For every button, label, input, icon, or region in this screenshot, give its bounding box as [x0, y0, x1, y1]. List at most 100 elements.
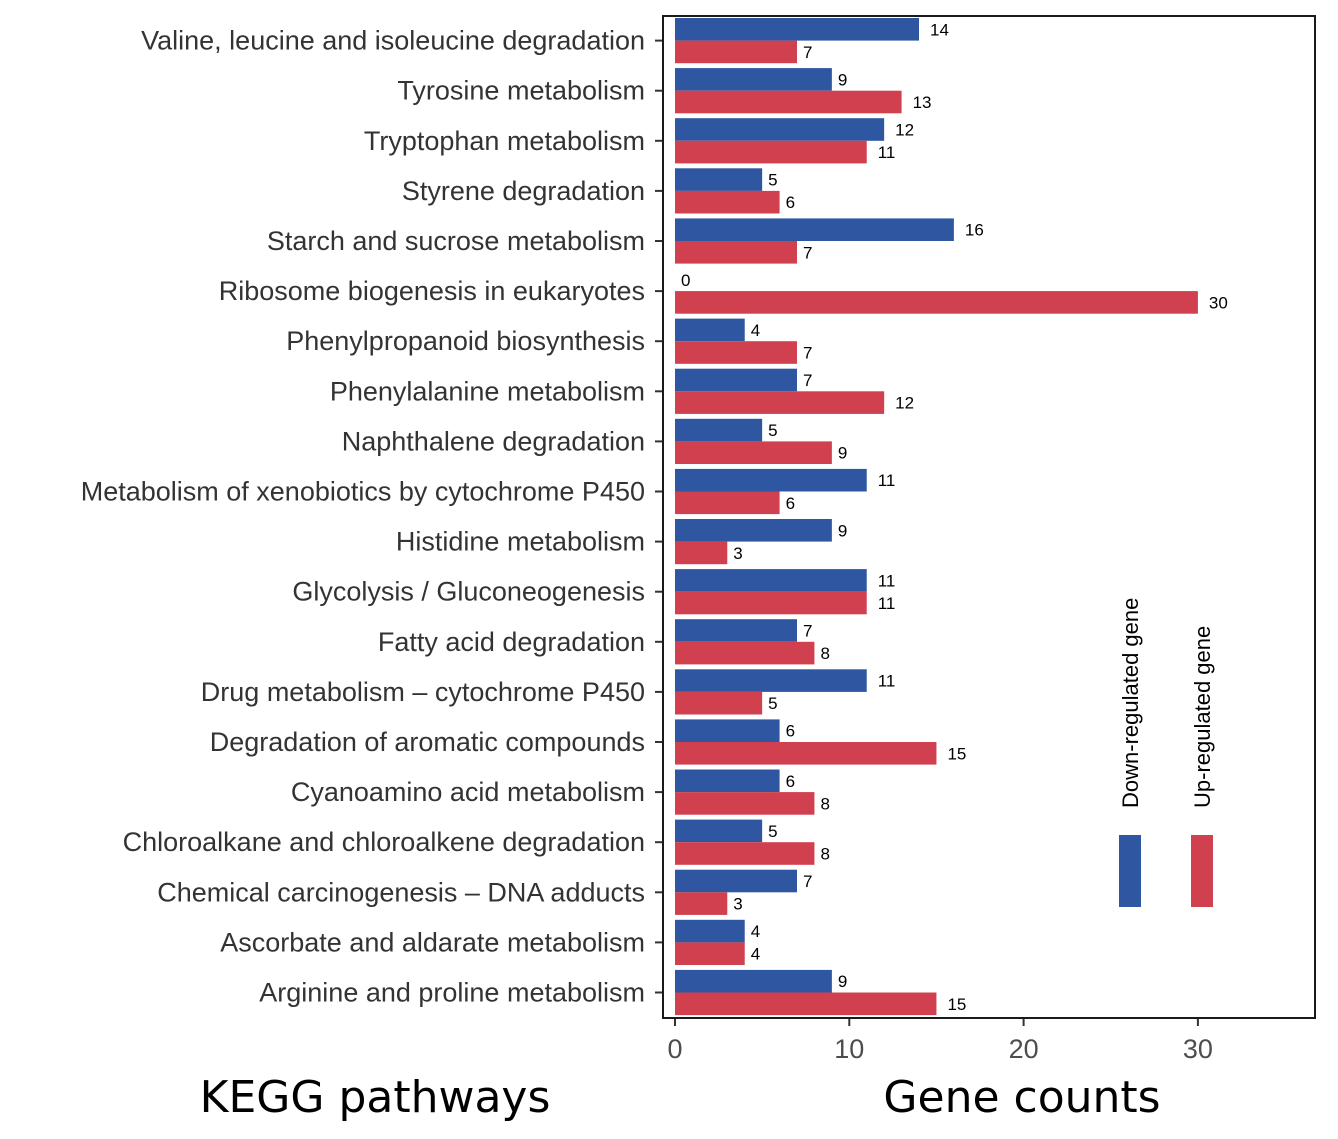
category-label: Fatty acid degradation [378, 627, 645, 657]
legend-key-down-regulated [1119, 835, 1141, 907]
category-label: Arginine and proline metabolism [259, 978, 645, 1008]
bar-down-regulated [675, 719, 780, 742]
bar-up-regulated [675, 341, 798, 364]
category-label: Tryptophan metabolism [364, 126, 645, 156]
category-label: Naphthalene degradation [342, 426, 645, 456]
bar-down-regulated [675, 168, 763, 191]
x-axis-title: Gene counts [883, 1072, 1160, 1123]
category-label: Cyanoamino acid metabolism [291, 777, 645, 807]
value-label-up: 15 [947, 995, 966, 1014]
bar-up-regulated [675, 892, 728, 915]
value-label-up: 7 [803, 243, 812, 262]
category-label: Starch and sucrose metabolism [267, 226, 645, 256]
bar-down-regulated [675, 569, 867, 592]
value-label-down: 4 [751, 922, 760, 941]
bar-up-regulated [675, 40, 798, 64]
value-label-up: 6 [786, 494, 795, 513]
bar-up-regulated [675, 441, 832, 464]
bar-up-regulated [675, 190, 780, 214]
legend-label-up-regulated: Up-regulated gene [1190, 626, 1215, 808]
category-labels: Valine, leucine and isoleucine degradati… [81, 26, 663, 1008]
value-label-up: 4 [751, 945, 760, 964]
bar-up-regulated [675, 541, 728, 565]
category-label: Ribosome biogenesis in eukaryotes [219, 276, 645, 306]
x-tick-label: 30 [1183, 1034, 1213, 1064]
value-label-down: 6 [786, 772, 795, 791]
value-label-up: 7 [803, 43, 812, 62]
bar-down-regulated [675, 68, 832, 91]
bar-up-regulated [675, 591, 867, 615]
bar-down-regulated [675, 118, 885, 141]
value-label-down: 9 [838, 70, 847, 89]
bar-up-regulated [675, 291, 1198, 314]
legend-label-down-regulated: Down-regulated gene [1118, 598, 1143, 808]
value-label-down: 7 [803, 872, 812, 891]
value-label-up: 3 [733, 544, 742, 563]
bar-up-regulated [675, 992, 937, 1016]
value-label-down: 9 [838, 521, 847, 540]
value-label-down: 12 [895, 121, 914, 140]
value-label-up: 9 [838, 444, 847, 463]
value-label-down: 6 [786, 722, 795, 741]
x-tick-label: 20 [1009, 1034, 1039, 1064]
value-label-down: 5 [768, 822, 777, 841]
bar-up-regulated [675, 641, 815, 665]
value-label-up: 13 [913, 93, 932, 112]
value-label-down: 11 [878, 672, 896, 691]
bar-down-regulated [675, 769, 780, 793]
value-label-up: 6 [786, 193, 795, 212]
value-label-down: 16 [965, 221, 984, 240]
x-tick-label: 10 [834, 1034, 864, 1064]
plot-panel-border [662, 15, 1316, 1019]
bar-down-regulated [675, 218, 954, 241]
bar-up-regulated [675, 491, 780, 515]
bar-up-regulated [675, 842, 815, 865]
bar-down-regulated [675, 519, 832, 542]
category-label: Valine, leucine and isoleucine degradati… [141, 26, 645, 56]
category-label: Phenylalanine metabolism [330, 376, 645, 406]
value-label-down: 5 [768, 421, 777, 440]
value-label-down: 11 [878, 471, 896, 490]
y-axis-title: KEGG pathways [200, 1072, 551, 1123]
value-label-up: 30 [1209, 293, 1228, 312]
category-label: Phenylpropanoid biosynthesis [286, 326, 645, 356]
bar-down-regulated [675, 969, 832, 993]
legend-key-up-regulated [1191, 835, 1213, 907]
value-label-up: 8 [820, 794, 829, 813]
value-label-up: 3 [733, 895, 742, 914]
bar-down-regulated [675, 318, 745, 342]
bar-down-regulated [675, 919, 745, 943]
bar-down-regulated [675, 368, 798, 392]
category-label: Chloroalkane and chloroalkene degradatio… [123, 827, 645, 857]
category-label: Tyrosine metabolism [397, 76, 645, 106]
bar-down-regulated [675, 819, 763, 843]
value-label-up: 15 [947, 744, 966, 763]
value-label-down: 7 [803, 371, 812, 390]
bar-up-regulated [675, 742, 937, 765]
value-label-down: 0 [681, 271, 690, 290]
bar-down-regulated [675, 869, 798, 893]
bar-up-regulated [675, 391, 885, 414]
bar-down-regulated [675, 619, 798, 642]
value-label-up: 8 [820, 845, 829, 864]
bar-down-regulated [675, 418, 763, 442]
bar-up-regulated [675, 241, 798, 264]
value-label-up: 7 [803, 344, 812, 363]
category-label: Styrene degradation [402, 176, 645, 206]
value-label-down: 7 [803, 622, 812, 641]
value-label-down: 4 [751, 321, 760, 340]
category-label: Degradation of aromatic compounds [210, 727, 645, 757]
bar-down-regulated [675, 18, 920, 41]
value-label-up: 5 [768, 694, 777, 713]
bar-up-regulated [675, 140, 867, 164]
bar-down-regulated [675, 468, 867, 492]
category-label: Chemical carcinogenesis – DNA adducts [157, 877, 645, 907]
value-label-down: 5 [768, 171, 777, 190]
value-label-up: 11 [878, 594, 896, 613]
x-tick-label: 0 [667, 1034, 682, 1064]
bar-up-regulated [675, 942, 745, 965]
value-label-up: 8 [820, 644, 829, 663]
category-label: Histidine metabolism [396, 527, 645, 557]
